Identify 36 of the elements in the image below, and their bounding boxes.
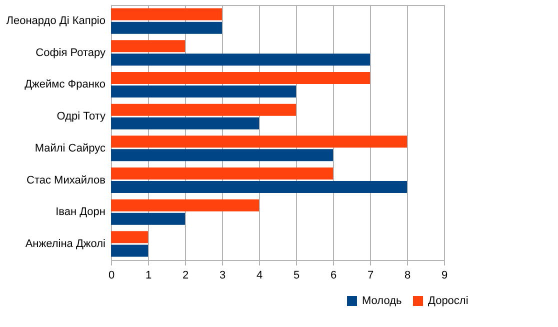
bar — [111, 54, 370, 66]
bar — [111, 149, 333, 162]
y-tick-label: Одрі Тоту — [56, 110, 106, 123]
x-tick-label: 1 — [145, 270, 152, 282]
bar — [111, 136, 407, 148]
x-tick-label: 8 — [404, 270, 411, 282]
bar — [111, 72, 370, 84]
bar — [111, 212, 185, 225]
bar — [111, 22, 222, 34]
x-tick-label: 6 — [330, 270, 337, 282]
x-tick-label: 5 — [293, 270, 300, 282]
bar — [111, 167, 333, 180]
bar — [111, 181, 407, 194]
x-tick-label: 9 — [441, 270, 448, 282]
bar — [111, 8, 222, 20]
x-tick-label: 3 — [219, 270, 226, 282]
y-tick-label: Стас Михайлов — [26, 174, 106, 186]
x-tick-label: 7 — [367, 270, 374, 282]
bar — [111, 231, 148, 244]
bar — [111, 244, 148, 257]
bar — [111, 40, 185, 52]
bar — [111, 199, 259, 212]
y-tick-label: Джеймс Франко — [24, 78, 106, 91]
y-tick-label: Майлі Сайрус — [34, 142, 106, 154]
bar — [111, 117, 259, 130]
y-tick-label: Леонардо Ді Капріо — [6, 15, 106, 28]
y-tick-label: Іван Дорн — [56, 206, 106, 218]
bar — [111, 104, 296, 116]
x-tick-label: 2 — [182, 270, 189, 282]
legend-label: Дорослі — [428, 295, 468, 307]
y-tick-label: Софія Ротару — [36, 46, 106, 59]
y-tick-label: Анжеліна Джолі — [25, 238, 106, 250]
bar — [111, 86, 296, 98]
x-tick-label: 0 — [108, 270, 115, 282]
x-tick-label: 4 — [256, 270, 263, 282]
legend-label: Молодь — [362, 295, 402, 307]
